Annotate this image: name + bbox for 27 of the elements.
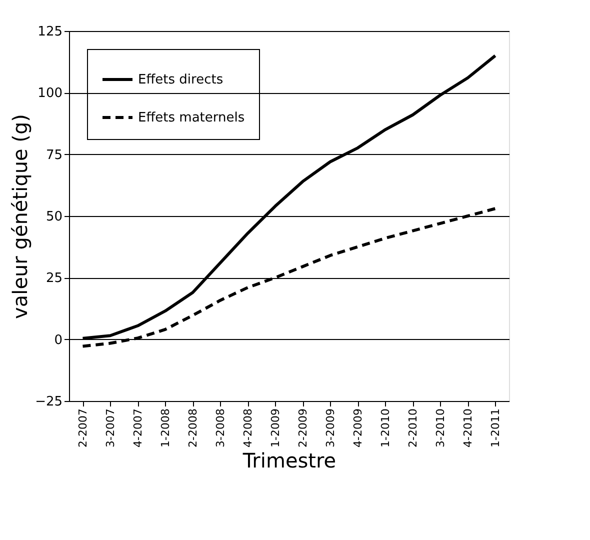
x-tick-label: 3-2008 [214, 408, 227, 448]
legend-label: Effets maternels [138, 110, 245, 126]
x-tick-label: 1-2008 [158, 408, 172, 448]
x-tick-label: 4-2009 [351, 408, 364, 448]
x-tick-label: 4-2007 [131, 408, 144, 448]
x-tick-label: 1-2009 [268, 408, 282, 448]
x-tick-label: 1-2011 [488, 408, 502, 448]
x-axis-title: Trimestre [242, 448, 336, 472]
y-tick-label: 125 [38, 24, 62, 40]
x-tick-label: 4-2010 [461, 408, 474, 448]
x-tick-label: 1-2010 [378, 408, 392, 448]
y-tick-label: 50 [46, 210, 62, 224]
x-tick-label: 3-2010 [434, 408, 447, 448]
legend-label: Effets directs [138, 72, 224, 88]
y-tick-label: 75 [46, 148, 62, 163]
x-tick-label: 3-2009 [324, 408, 337, 448]
x-tick-label: 3-2007 [104, 408, 117, 448]
y-tick-label: −25 [35, 394, 62, 410]
y-axis-title: valeur génétique (g) [8, 114, 32, 319]
y-tick-label: 100 [38, 86, 62, 102]
x-tick-label: 2-2007 [76, 408, 90, 448]
y-tick-label: 0 [54, 332, 62, 348]
x-tick-label: 4-2008 [241, 408, 254, 448]
x-tick-label: 2-2010 [406, 408, 420, 448]
y-tick-label: 25 [46, 271, 62, 286]
x-tick-label: 2-2009 [296, 408, 310, 448]
x-tick-label: 2-2008 [186, 408, 200, 448]
